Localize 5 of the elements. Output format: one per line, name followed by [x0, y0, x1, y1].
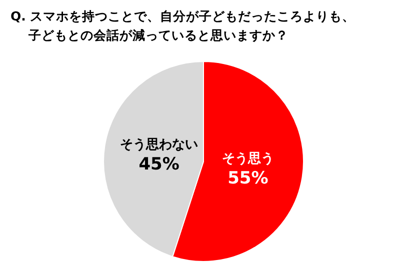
data-label: 45% — [138, 154, 180, 174]
chart-title: Q. スマホを持つことで、自分が子どもだったころよりも、子どもとの会話が減っていると思いますか？ — [10, 8, 356, 42]
slice-label: そう思う — [222, 152, 274, 167]
data-label: 55% — [228, 168, 268, 189]
slice-label: そう思わない — [120, 137, 198, 152]
